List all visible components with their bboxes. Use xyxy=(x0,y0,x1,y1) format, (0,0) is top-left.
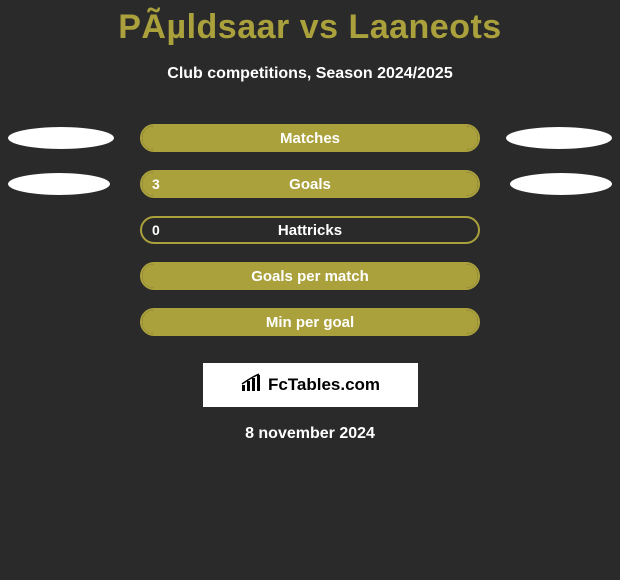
logo: FcTables.com xyxy=(240,373,380,398)
stat-bar-fill xyxy=(142,126,478,150)
stat-row: Matches xyxy=(0,121,620,167)
stat-bar: Min per goal xyxy=(140,308,480,336)
stat-row: 3Goals xyxy=(0,167,620,213)
stat-bar-fill xyxy=(142,172,478,196)
logo-chart-icon xyxy=(240,373,264,398)
stat-bar-fill xyxy=(142,264,478,288)
stat-bar: Matches xyxy=(140,124,480,152)
right-ellipse xyxy=(510,173,612,195)
page-subtitle: Club competitions, Season 2024/2025 xyxy=(0,65,620,83)
stat-bar: Goals per match xyxy=(140,262,480,290)
right-ellipse xyxy=(506,127,612,149)
stat-rows: Matches 3Goals 0Hattricks Goals per match Mi… xyxy=(0,121,620,351)
stat-row: Min per goal xyxy=(0,305,620,351)
stat-value: 0 xyxy=(152,218,160,242)
stat-bar: 0Hattricks xyxy=(140,216,480,244)
left-ellipse xyxy=(8,127,114,149)
logo-text: FcTables.com xyxy=(268,375,380,395)
left-ellipse xyxy=(8,173,110,195)
page-title: PÃµldsaar vs Laaneots xyxy=(0,0,620,47)
stat-bar: 3Goals xyxy=(140,170,480,198)
stat-value: 3 xyxy=(152,172,160,196)
stat-bar-fill xyxy=(142,310,478,334)
comparison-infographic: PÃµldsaar vs Laaneots Club competitions,… xyxy=(0,0,620,580)
date-label: 8 november 2024 xyxy=(0,425,620,443)
stat-row: 0Hattricks xyxy=(0,213,620,259)
logo-box: FcTables.com xyxy=(203,363,418,407)
stat-label: Hattricks xyxy=(142,218,478,242)
stat-row: Goals per match xyxy=(0,259,620,305)
